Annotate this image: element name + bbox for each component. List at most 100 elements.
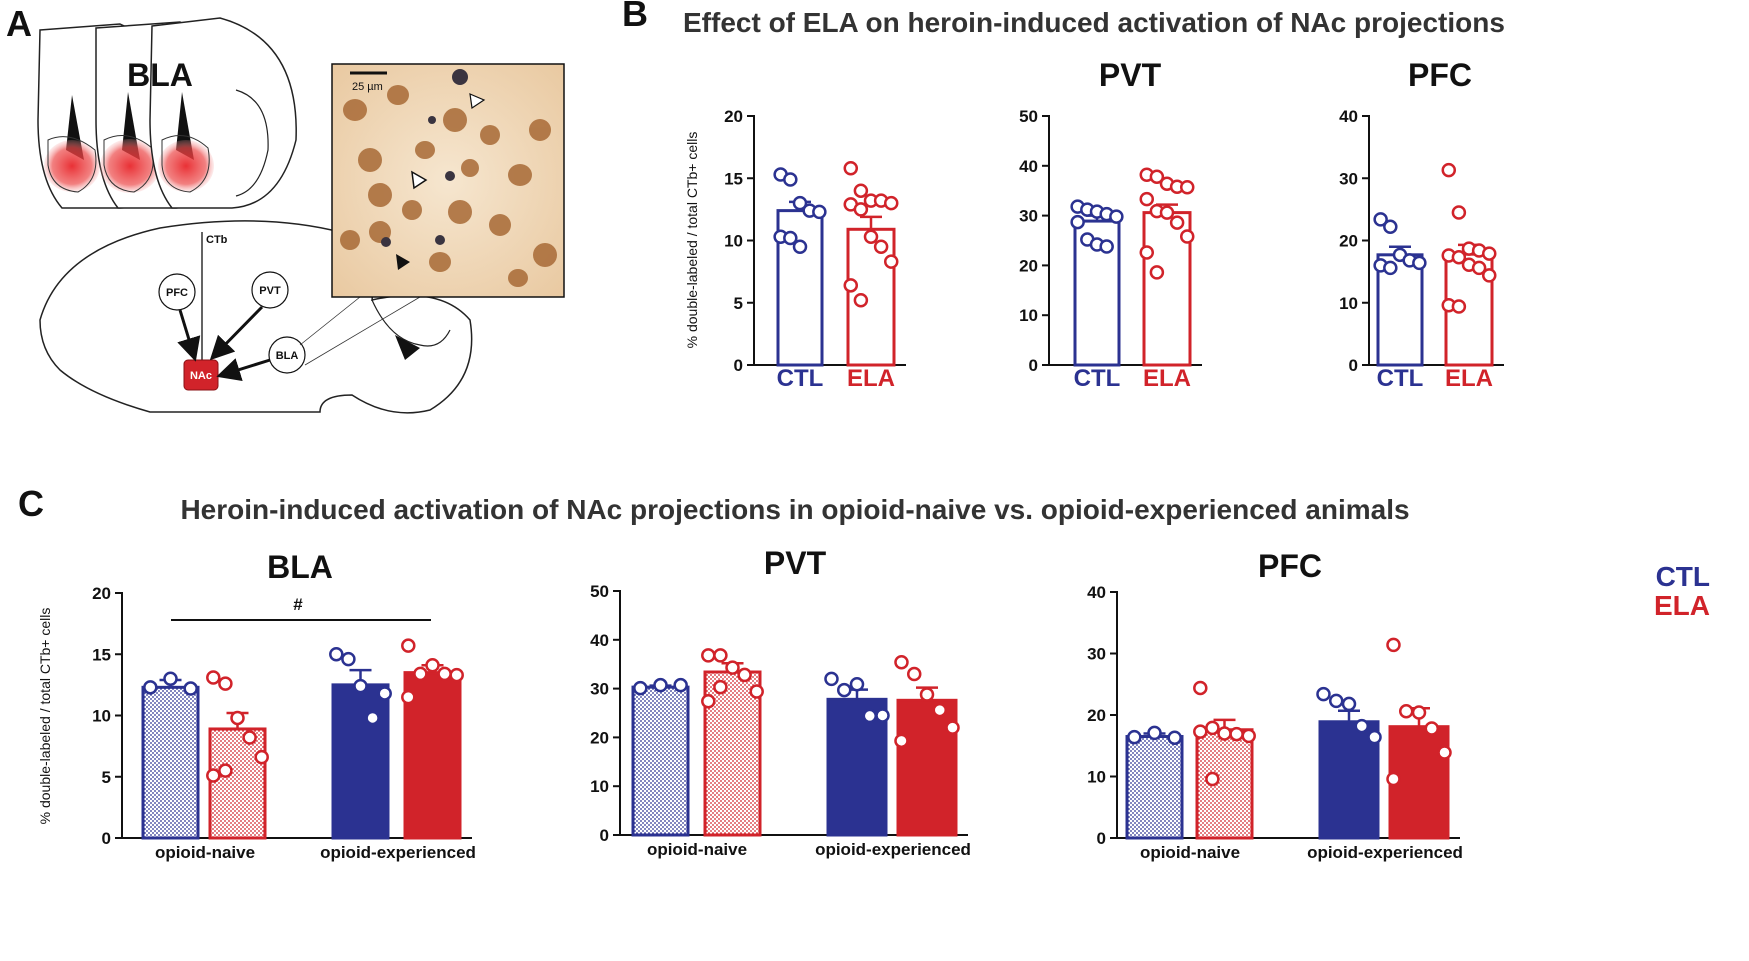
pvt-node bbox=[251, 271, 289, 309]
coronal-section-3 bbox=[149, 17, 297, 209]
y-tick-label: 20 bbox=[92, 584, 111, 603]
data-point bbox=[843, 161, 859, 176]
data-point bbox=[230, 710, 245, 726]
data-point bbox=[1367, 729, 1382, 745]
data-point bbox=[401, 689, 416, 705]
data-point bbox=[1316, 686, 1331, 702]
data-point bbox=[1139, 245, 1155, 260]
y-tick-label: 40 bbox=[1339, 107, 1358, 126]
data-point bbox=[449, 667, 464, 683]
data-point bbox=[863, 229, 879, 245]
data-point bbox=[1471, 260, 1487, 276]
data-point bbox=[206, 768, 221, 783]
pvt-node-label: PVT bbox=[259, 285, 281, 297]
data-point bbox=[1217, 726, 1232, 741]
bar-opioid-naive-ctl bbox=[631, 685, 690, 837]
y-tick-label: 5 bbox=[734, 294, 743, 313]
y-tick-label: 20 bbox=[590, 728, 609, 747]
chart-title: PFC bbox=[1258, 548, 1322, 584]
chart-title: PVT bbox=[1099, 57, 1162, 93]
data-point bbox=[749, 684, 764, 699]
legend-ctl: CTL bbox=[1656, 561, 1710, 592]
data-point bbox=[143, 680, 158, 695]
data-point bbox=[633, 680, 648, 696]
data-point bbox=[883, 254, 899, 269]
data-point bbox=[873, 239, 889, 254]
data-point bbox=[1159, 205, 1175, 220]
panel-a-letter: A bbox=[6, 3, 32, 44]
y-tick-label: 10 bbox=[92, 707, 111, 726]
data-point bbox=[1412, 255, 1427, 271]
pvt-to-nac-arrow bbox=[209, 305, 264, 361]
chart-c-pvt: PVT 0 10 20 30 40 50 opioid-naive opioid-experie… bbox=[590, 545, 971, 859]
data-point bbox=[1205, 720, 1220, 736]
data-point bbox=[1451, 205, 1467, 220]
data-point bbox=[1383, 219, 1398, 235]
data-point bbox=[853, 183, 869, 198]
data-point bbox=[1437, 745, 1452, 760]
data-point bbox=[783, 172, 798, 187]
y-tick-label: 20 bbox=[724, 107, 743, 126]
x-category-label: CTL bbox=[777, 365, 824, 392]
x-group-label: opioid-experienced bbox=[1307, 843, 1463, 862]
coronal-sections-illustration bbox=[37, 17, 297, 209]
data-point bbox=[1424, 721, 1440, 736]
outlined-arrowhead-marker bbox=[411, 170, 428, 190]
ctb-label: CTb bbox=[206, 234, 228, 246]
chart-c-bla: BLA 0 5 10 15 20 % double-labeled / total CTb+… bbox=[37, 549, 476, 862]
pfc-node bbox=[158, 273, 196, 311]
data-point bbox=[1169, 215, 1185, 230]
chart-title: BLA bbox=[127, 57, 193, 93]
data-point bbox=[653, 677, 668, 693]
data-point bbox=[365, 710, 380, 726]
x-category-label: CTL bbox=[1074, 365, 1121, 392]
data-point bbox=[1451, 250, 1467, 265]
y-tick-label: 0 bbox=[734, 356, 743, 375]
data-point bbox=[1070, 214, 1085, 230]
y-tick-label: 50 bbox=[1019, 107, 1038, 126]
x-category-label: ELA bbox=[1143, 365, 1191, 392]
y-tick-label: 20 bbox=[1087, 706, 1106, 725]
data-point bbox=[945, 720, 960, 735]
bar-opioid-naive-ela bbox=[1195, 728, 1254, 840]
data-point bbox=[1205, 771, 1220, 787]
panel-b-title: Effect of ELA on heroin-induced activati… bbox=[683, 7, 1505, 38]
panel-b-letter: B bbox=[622, 0, 648, 34]
y-axis-label: % double-labeled / total CTb+ cells bbox=[37, 608, 53, 825]
data-point bbox=[1139, 191, 1155, 207]
data-point bbox=[1179, 179, 1195, 195]
chart-title: PFC bbox=[1408, 57, 1472, 93]
y-axis-label: % double-labeled / total CTb+ cells bbox=[684, 132, 700, 349]
data-point bbox=[713, 648, 728, 663]
y-tick-label: 10 bbox=[1339, 294, 1358, 313]
data-point bbox=[853, 293, 869, 308]
chart-b-bla: BLA 0 5 10 15 20 % double-labeled / total CTb+… bbox=[127, 57, 906, 392]
nac-node-label: NAc bbox=[190, 370, 212, 382]
micrograph-cells bbox=[340, 85, 557, 287]
data-point bbox=[894, 654, 909, 670]
y-tick-label: 30 bbox=[1019, 207, 1038, 226]
data-point bbox=[1149, 265, 1165, 280]
data-point bbox=[725, 660, 740, 675]
data-point bbox=[932, 702, 948, 718]
y-tick-label: 15 bbox=[724, 169, 743, 188]
y-tick-label: 40 bbox=[1019, 157, 1038, 176]
data-point bbox=[1109, 209, 1124, 224]
y-tick-label: 0 bbox=[1029, 356, 1038, 375]
data-point bbox=[843, 278, 859, 293]
data-point bbox=[1149, 169, 1165, 185]
bar-opioid-naive-ela bbox=[208, 727, 267, 840]
x-category-label: CTL bbox=[1377, 365, 1424, 392]
data-point bbox=[413, 666, 428, 682]
data-point bbox=[1373, 212, 1388, 227]
data-point bbox=[883, 195, 899, 211]
y-tick-label: 0 bbox=[102, 829, 111, 848]
x-category-label: ELA bbox=[1445, 365, 1493, 392]
data-point bbox=[341, 651, 356, 667]
data-point bbox=[737, 667, 752, 683]
y-tick-label: 20 bbox=[1339, 232, 1358, 251]
data-point bbox=[1147, 725, 1162, 741]
data-point bbox=[673, 677, 688, 693]
y-tick-label: 30 bbox=[1339, 169, 1358, 188]
